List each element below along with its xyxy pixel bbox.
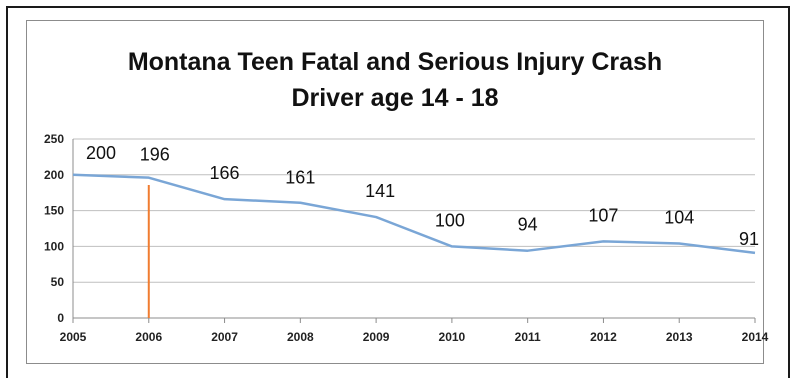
data-label-2011: 94 [518, 215, 538, 235]
x-tick-label-2010: 2010 [439, 330, 466, 344]
y-tick-label-0: 0 [57, 311, 64, 325]
x-tick-label-2007: 2007 [211, 330, 238, 344]
y-tick-label-150: 150 [44, 204, 64, 218]
data-label-2014: 91 [739, 229, 759, 249]
y-tick-label-200: 200 [44, 168, 64, 182]
y-tick-label-250: 250 [44, 132, 64, 146]
x-tick-label-2011: 2011 [515, 330, 541, 344]
data-label-2007: 166 [210, 163, 240, 183]
chart-title: Montana Teen Fatal and Serious Injury Cr… [26, 44, 764, 116]
data-label-2006: 196 [140, 145, 170, 165]
y-tick-label-100: 100 [44, 239, 64, 253]
chart-title-line2: Driver age 14 - 18 [291, 84, 499, 112]
data-label-2013: 104 [664, 208, 694, 228]
chart-title-line1: Montana Teen Fatal and Serious Injury Cr… [127, 48, 663, 76]
y-tick-label-50: 50 [51, 275, 65, 289]
data-label-2008: 161 [285, 168, 315, 188]
data-label-2012: 107 [588, 205, 618, 225]
x-tick-label-2013: 2013 [666, 330, 693, 344]
outer-frame [6, 6, 790, 378]
x-tick-label-2008: 2008 [287, 330, 314, 344]
data-label-2009: 141 [365, 181, 395, 201]
chart-area [26, 20, 764, 364]
x-tick-label-2014: 2014 [742, 330, 769, 344]
data-label-2010: 100 [435, 210, 465, 230]
x-tick-label-2012: 2012 [590, 330, 617, 344]
series-line-0 [72, 173, 756, 255]
x-tick-label-2005: 2005 [60, 330, 87, 344]
data-label-2005: 200 [86, 143, 116, 163]
x-tick-label-2006: 2006 [135, 330, 162, 344]
x-tick-label-2009: 2009 [363, 330, 390, 344]
